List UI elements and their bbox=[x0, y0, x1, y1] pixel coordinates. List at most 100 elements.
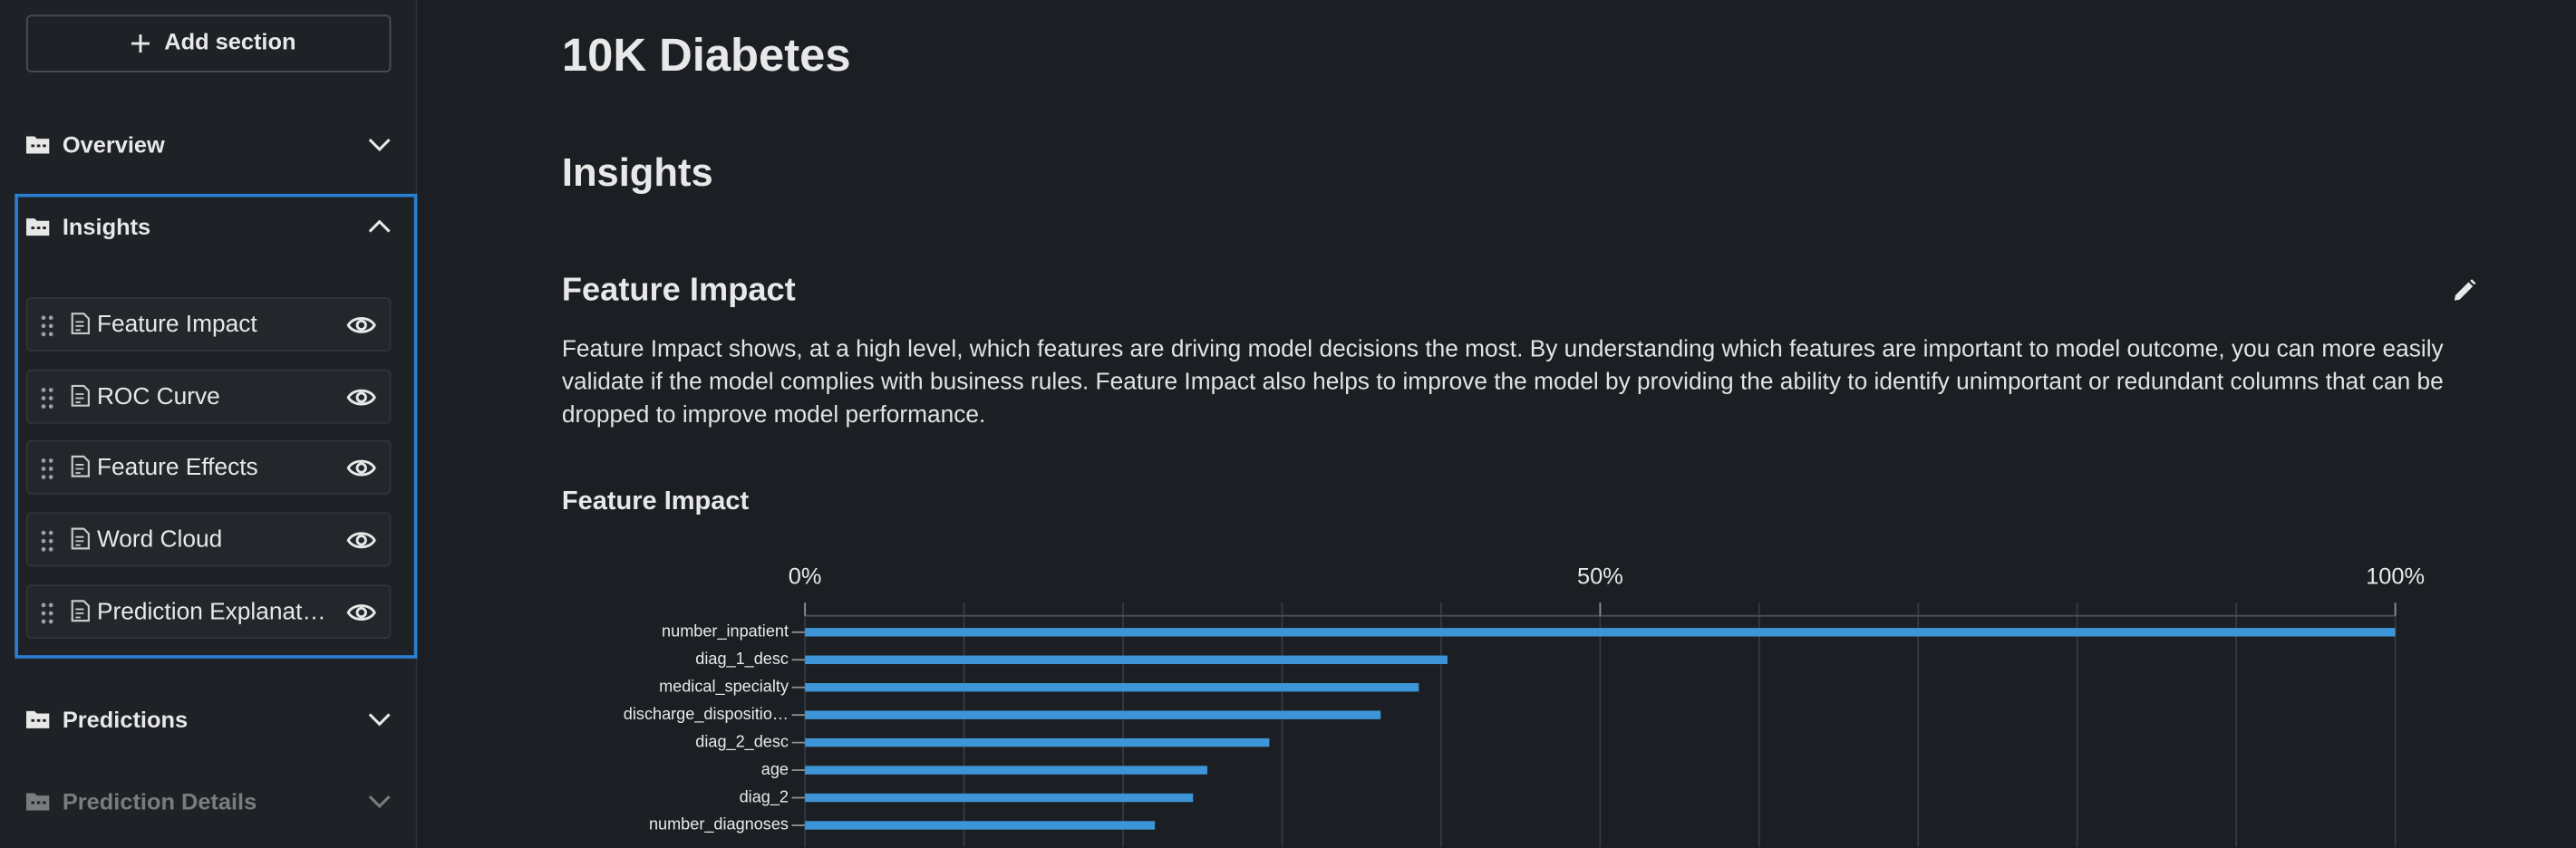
visibility-toggle[interactable] bbox=[346, 601, 376, 623]
eye-pupil bbox=[355, 463, 367, 475]
drag-handle bbox=[41, 530, 53, 552]
dot bbox=[41, 619, 46, 624]
report-icon bbox=[71, 527, 90, 550]
dot bbox=[41, 387, 46, 392]
edit-button[interactable] bbox=[2451, 277, 2477, 304]
section-item[interactable]: Prediction Explanat… bbox=[26, 583, 392, 639]
folder-dots bbox=[31, 801, 46, 805]
item-label: Word Cloud bbox=[96, 526, 223, 554]
eye-pupil bbox=[355, 390, 367, 403]
bar bbox=[805, 737, 1270, 747]
dot bbox=[48, 619, 53, 624]
eye-pupil bbox=[355, 319, 367, 332]
eye-outline bbox=[346, 316, 376, 333]
doc-shape bbox=[71, 599, 90, 622]
y-tick-label: number_diagnoses bbox=[649, 815, 789, 834]
chevron-path bbox=[368, 219, 391, 233]
eye-pupil bbox=[355, 606, 367, 618]
doc-shape bbox=[71, 384, 90, 407]
section-item[interactable]: Feature Effects bbox=[26, 440, 392, 496]
section-item[interactable]: Word Cloud bbox=[26, 512, 392, 567]
y-tick-label: diag_2 bbox=[740, 787, 789, 806]
item-label: Prediction Explanat… bbox=[96, 599, 326, 626]
y-tick-label: medical_specialty bbox=[659, 677, 789, 696]
dot bbox=[41, 475, 46, 480]
report-icon bbox=[71, 456, 90, 478]
dot bbox=[41, 467, 46, 472]
dot bbox=[48, 547, 53, 552]
dot bbox=[41, 315, 46, 321]
eye-outline bbox=[346, 389, 376, 405]
x-tick-label: 100% bbox=[2366, 564, 2425, 590]
dot bbox=[48, 467, 53, 472]
drag-handle bbox=[41, 387, 53, 409]
report-icon bbox=[71, 599, 90, 622]
bar bbox=[805, 821, 1156, 830]
folder-icon bbox=[26, 793, 50, 811]
dot bbox=[48, 611, 53, 615]
section-label: Overview bbox=[62, 131, 165, 158]
bar bbox=[805, 766, 1208, 775]
drag-dots bbox=[41, 387, 53, 409]
dot bbox=[48, 602, 53, 607]
bar bbox=[805, 793, 1194, 803]
add-section-button[interactable]: Add section bbox=[26, 14, 392, 72]
chevron-icon bbox=[368, 138, 391, 152]
selected-section-box bbox=[15, 193, 418, 659]
item-label: ROC Curve bbox=[96, 383, 220, 410]
section-header[interactable]: Prediction Details bbox=[0, 776, 416, 828]
doc-shape bbox=[71, 313, 90, 335]
folder-icon bbox=[26, 218, 50, 236]
report-icon bbox=[71, 313, 90, 335]
chart: 0% 50% 100% number_inpatient diag_1_descmedi… bbox=[624, 564, 2425, 848]
sidebar: Add section Overview Insights Feature Impa… bbox=[0, 0, 418, 848]
dot bbox=[48, 403, 53, 409]
dot bbox=[41, 547, 46, 552]
main-content: 10K Diabetes Insights Feature Impact Fea… bbox=[417, 0, 2576, 848]
visibility-toggle[interactable] bbox=[346, 458, 376, 480]
doc-lines bbox=[75, 535, 84, 546]
visibility-toggle[interactable] bbox=[346, 529, 376, 552]
y-tick-label: discharge_dispositio… bbox=[624, 705, 789, 724]
section-header[interactable]: Insights bbox=[0, 200, 416, 253]
dot bbox=[41, 323, 46, 329]
doc-shape bbox=[71, 527, 90, 550]
section-header[interactable]: Overview bbox=[0, 119, 416, 171]
y-tick-label: number_inpatient bbox=[662, 622, 789, 641]
visibility-toggle[interactable] bbox=[346, 313, 376, 336]
y-tick-label: diag_1_desc bbox=[695, 650, 789, 669]
drag-dots bbox=[41, 602, 53, 624]
plus-icon-path bbox=[131, 34, 150, 53]
visibility-toggle[interactable] bbox=[346, 385, 376, 408]
doc-lines bbox=[75, 392, 84, 403]
section-header[interactable]: Predictions bbox=[0, 693, 416, 746]
dot bbox=[41, 611, 46, 615]
bar bbox=[805, 683, 1419, 692]
dot bbox=[48, 458, 53, 464]
bar bbox=[805, 710, 1381, 719]
folder-dots bbox=[31, 226, 46, 230]
block-title: Feature Impact bbox=[561, 272, 796, 309]
section-label: Prediction Details bbox=[62, 788, 257, 814]
chart-title: Feature Impact bbox=[561, 487, 750, 516]
dot bbox=[48, 332, 53, 337]
block-description: Feature Impact shows, at a high level, w… bbox=[561, 336, 2444, 429]
x-tick-label: 0% bbox=[789, 564, 822, 590]
section-label: Predictions bbox=[62, 706, 189, 733]
drag-handle bbox=[41, 458, 53, 480]
doc-lines bbox=[75, 608, 84, 619]
chevron-path bbox=[368, 795, 391, 809]
dot bbox=[48, 315, 53, 321]
add-section-label: Add section bbox=[164, 27, 296, 54]
chevron-icon bbox=[368, 795, 391, 809]
item-label: Feature Effects bbox=[96, 455, 258, 482]
dot bbox=[41, 332, 46, 337]
section-item[interactable]: Feature Impact bbox=[26, 297, 392, 352]
section-item[interactable]: ROC Curve bbox=[26, 369, 392, 424]
folder-icon bbox=[26, 136, 50, 154]
folder-icon bbox=[26, 710, 50, 728]
dot bbox=[41, 539, 46, 544]
drag-dots bbox=[41, 458, 53, 480]
